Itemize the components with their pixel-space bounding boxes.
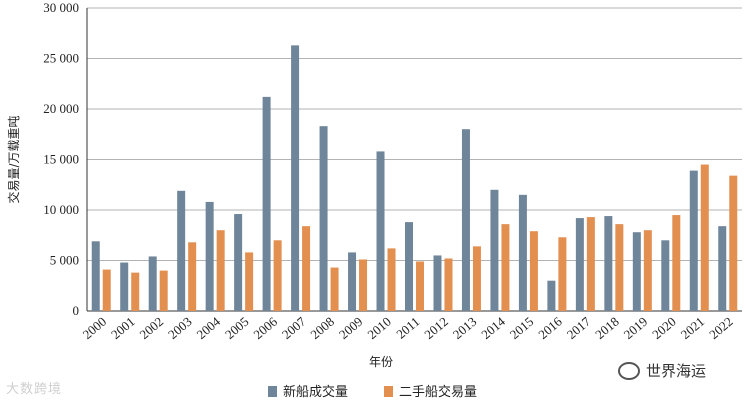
x-tick-label: 2013 <box>450 314 480 342</box>
y-tick-label: 5 000 <box>50 253 79 268</box>
wechat-icon <box>618 361 640 380</box>
bar-secondhand-2006 <box>273 240 282 311</box>
y-tick-label: 30 000 <box>43 0 79 15</box>
x-tick-label: 2001 <box>108 314 138 342</box>
x-tick-label: 2007 <box>279 313 309 342</box>
bar-secondhand-2021 <box>700 164 709 311</box>
bar-secondhand-2009 <box>359 259 368 311</box>
x-tick-label: 2011 <box>393 314 422 342</box>
x-tick-label: 2002 <box>137 314 167 342</box>
bar-new-ship-2010 <box>376 151 385 311</box>
x-axis-title: 年份 <box>369 355 393 369</box>
bar-new-ship-2021 <box>689 170 698 311</box>
bar-new-ship-2015 <box>518 194 527 311</box>
bar-new-ship-2020 <box>661 240 670 311</box>
bar-new-ship-2017 <box>575 218 584 311</box>
x-tick-label: 2009 <box>336 314 366 342</box>
bar-new-ship-2018 <box>604 216 613 311</box>
bar-secondhand-2004 <box>216 230 225 311</box>
x-tick-label: 2014 <box>478 313 508 342</box>
x-tick-label: 2010 <box>364 314 394 342</box>
x-tick-label: 2017 <box>564 313 594 342</box>
bar-secondhand-2001 <box>131 272 140 311</box>
x-tick-label: 2003 <box>165 314 195 342</box>
watermark-left: 大数跨境 <box>6 382 63 397</box>
x-tick-label: 2000 <box>80 314 110 342</box>
bar-secondhand-2017 <box>586 217 595 311</box>
legend-swatch-1 <box>384 386 393 397</box>
bar-secondhand-2018 <box>615 224 624 311</box>
x-tick-label: 2008 <box>307 314 337 342</box>
x-tick-label: 2015 <box>507 314 537 342</box>
bar-secondhand-2019 <box>643 230 652 311</box>
bar-secondhand-2020 <box>672 215 681 311</box>
legend-label-1: 二手船交易量 <box>399 384 477 400</box>
y-tick-label: 15 000 <box>43 152 79 167</box>
bar-new-ship-2012 <box>433 255 442 311</box>
x-tick-label: 2019 <box>621 314 651 342</box>
bar-secondhand-2000 <box>102 269 111 311</box>
y-axis-title: 交易量/万载重吨 <box>6 115 21 203</box>
bar-new-ship-2006 <box>262 96 271 311</box>
y-tick-label: 25 000 <box>43 51 79 66</box>
bar-new-ship-2022 <box>718 226 727 311</box>
legend-swatch-0 <box>268 386 277 397</box>
bar-secondhand-2010 <box>387 248 396 311</box>
bar-secondhand-2015 <box>529 231 538 311</box>
x-tick-label: 2018 <box>592 314 622 342</box>
bar-new-ship-2000 <box>91 241 100 311</box>
bar-secondhand-2013 <box>472 246 481 311</box>
watermark-right-text: 世界海运 <box>646 362 707 380</box>
x-tick-label: 2004 <box>194 313 224 342</box>
x-tick-label: 2012 <box>421 314 451 342</box>
x-tick-label: 2020 <box>649 314 679 342</box>
bar-new-ship-2009 <box>348 252 357 311</box>
x-tick-label: 2016 <box>535 313 565 342</box>
bar-new-ship-2005 <box>234 214 243 311</box>
x-tick-label: 2005 <box>222 314 252 342</box>
x-tick-label: 2021 <box>678 314 708 342</box>
bar-new-ship-2013 <box>461 129 470 311</box>
bar-new-ship-2016 <box>547 280 556 311</box>
bar-new-ship-2011 <box>405 222 413 311</box>
bar-secondhand-2008 <box>330 267 339 311</box>
bar-secondhand-2007 <box>302 226 311 311</box>
bar-new-ship-2014 <box>490 189 499 311</box>
x-tick-label: 2022 <box>706 314 736 342</box>
bar-new-ship-2019 <box>632 232 641 311</box>
bar-new-ship-2008 <box>319 126 328 311</box>
bar-secondhand-2011 <box>416 261 424 311</box>
bar-new-ship-2001 <box>120 262 129 311</box>
bar-secondhand-2002 <box>159 270 168 311</box>
bar-new-ship-2002 <box>148 256 157 311</box>
y-tick-label: 20 000 <box>43 101 79 116</box>
x-tick-label: 2006 <box>250 313 280 342</box>
bar-secondhand-2014 <box>501 224 510 311</box>
bar-secondhand-2005 <box>245 252 254 311</box>
bar-new-ship-2004 <box>205 201 214 311</box>
bar-new-ship-2007 <box>291 45 300 312</box>
bar-secondhand-2016 <box>558 237 567 311</box>
bar-secondhand-2012 <box>444 258 453 311</box>
legend-label-0: 新船成交量 <box>283 384 348 400</box>
bar-new-ship-2003 <box>177 190 186 311</box>
bar-secondhand-2003 <box>188 242 197 311</box>
y-tick-label: 10 000 <box>43 202 79 217</box>
bar-secondhand-2022 <box>729 175 738 311</box>
watermark-right: 世界海运 <box>618 360 706 381</box>
y-tick-label: 0 <box>73 303 80 318</box>
